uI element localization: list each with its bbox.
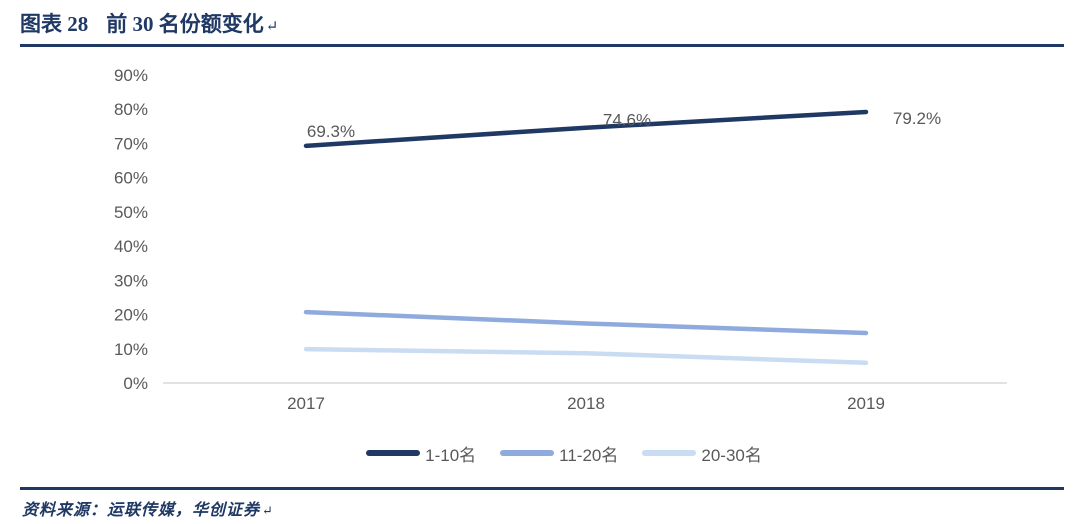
y-tick-label: 10% — [114, 340, 148, 359]
source-text: 资料来源：运联传媒，华创证券 — [22, 502, 261, 519]
data-label: 79.2% — [893, 109, 941, 128]
legend-label: 20-30名 — [701, 445, 762, 465]
x-axis-label: 2019 — [847, 394, 885, 413]
data-label: 74.6% — [603, 111, 651, 130]
series-line-1-10名 — [303, 109, 869, 149]
paragraph-return-icon: ↵ — [262, 503, 273, 518]
y-tick-label: 50% — [114, 203, 148, 222]
figure-title: 前 30 名份额变化 — [106, 12, 264, 36]
y-tick-label: 80% — [114, 100, 148, 119]
y-tick-label: 60% — [114, 169, 148, 188]
y-tick-label: 30% — [114, 271, 148, 290]
y-tick-label: 40% — [114, 237, 148, 256]
footer-divider — [20, 487, 1064, 490]
x-axis-label: 2018 — [567, 394, 605, 413]
y-tick-label: 90% — [114, 66, 148, 85]
series-line-11-20名 — [303, 309, 869, 336]
y-tick-label: 70% — [114, 134, 148, 153]
figure-label: 图表 28 — [20, 12, 89, 36]
data-label: 69.3% — [307, 122, 355, 141]
title-divider — [20, 44, 1064, 47]
y-tick-label: 20% — [114, 306, 148, 325]
figure-header: 图表 28 前 30 名份额变化 ↵ — [20, 10, 278, 41]
source-note: 资料来源：运联传媒，华创证券 ↵ — [22, 496, 273, 520]
legend-line-swatch — [500, 450, 555, 456]
legend-item-1-10名: 1-10名 — [366, 441, 476, 466]
legend-line-swatch — [366, 450, 421, 456]
legend-line-swatch — [642, 450, 697, 456]
series-line-20-30名 — [303, 346, 869, 366]
y-tick-label: 0% — [123, 374, 148, 393]
legend-label: 11-20名 — [559, 445, 619, 465]
legend-item-11-20名: 11-20名 — [500, 441, 618, 466]
legend-item-20-30名: 20-30名 — [642, 441, 762, 466]
paragraph-return-icon: ↵ — [265, 19, 279, 35]
chart-legend: 1-10名 11-20名 20-30名 — [0, 440, 1080, 466]
x-axis-label: 2017 — [287, 394, 325, 413]
legend-label: 1-10名 — [425, 445, 477, 465]
